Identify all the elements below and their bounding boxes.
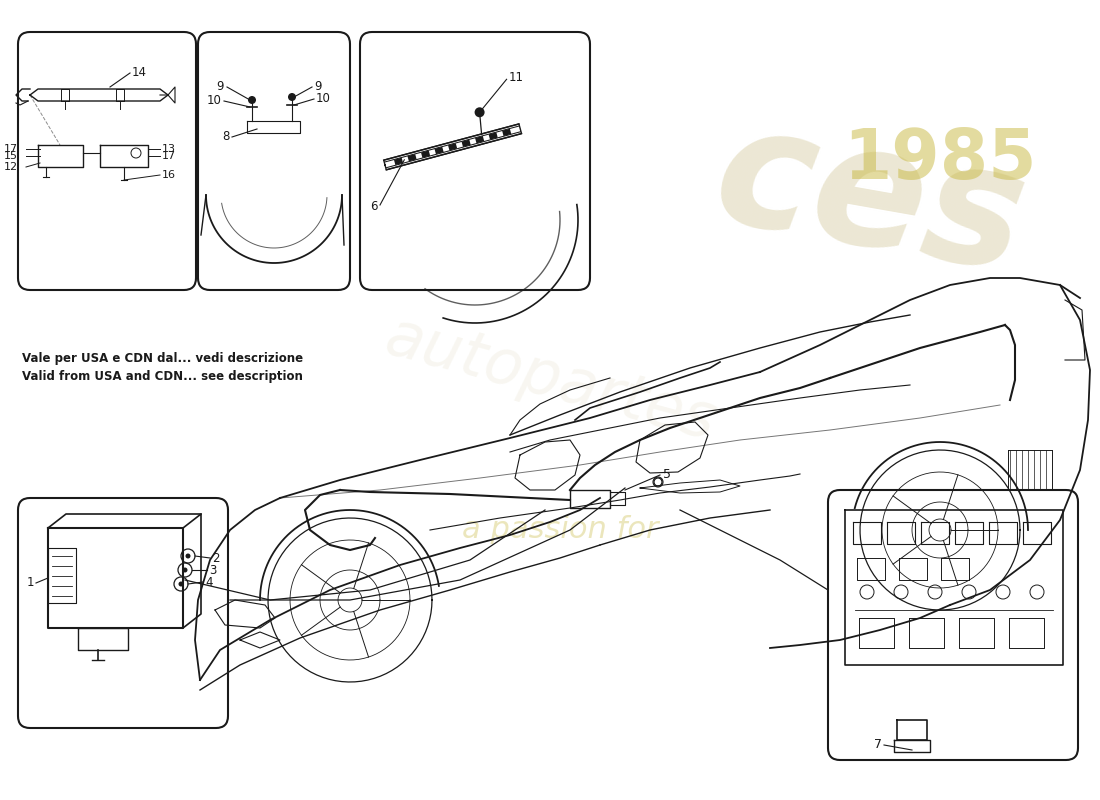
Text: 17: 17 — [162, 151, 176, 161]
Text: 14: 14 — [132, 66, 147, 79]
Text: 1: 1 — [26, 577, 34, 590]
Text: 16: 16 — [162, 170, 176, 180]
FancyBboxPatch shape — [360, 32, 590, 290]
Text: 3: 3 — [209, 563, 217, 577]
Circle shape — [288, 93, 296, 101]
Text: 2: 2 — [212, 551, 220, 565]
Text: 7: 7 — [874, 738, 882, 751]
FancyBboxPatch shape — [18, 32, 196, 290]
Text: 15: 15 — [4, 151, 18, 161]
Text: 10: 10 — [316, 93, 331, 106]
Text: 4: 4 — [205, 575, 212, 589]
Text: 5: 5 — [663, 469, 671, 482]
Text: 9: 9 — [217, 81, 224, 94]
FancyBboxPatch shape — [18, 498, 228, 728]
Text: 1985: 1985 — [844, 126, 1036, 194]
Circle shape — [474, 107, 485, 118]
Circle shape — [178, 582, 184, 586]
Text: 6: 6 — [371, 201, 378, 214]
FancyBboxPatch shape — [828, 490, 1078, 760]
Text: Vale per USA e CDN dal... vedi descrizione: Vale per USA e CDN dal... vedi descrizio… — [22, 352, 304, 365]
Text: ces: ces — [703, 93, 1037, 307]
FancyBboxPatch shape — [198, 32, 350, 290]
Text: Valid from USA and CDN... see description: Valid from USA and CDN... see descriptio… — [22, 370, 302, 383]
Text: 9: 9 — [314, 81, 321, 94]
Text: 13: 13 — [162, 144, 176, 154]
Text: 10: 10 — [207, 94, 222, 107]
Text: 17: 17 — [4, 144, 18, 154]
Circle shape — [183, 567, 187, 573]
Circle shape — [248, 96, 256, 104]
Text: 8: 8 — [222, 130, 230, 143]
Text: 11: 11 — [508, 70, 524, 84]
Text: 12: 12 — [4, 162, 18, 172]
Circle shape — [186, 554, 190, 558]
Text: autopartes: autopartes — [378, 307, 722, 453]
Text: a passion for: a passion for — [462, 515, 658, 545]
